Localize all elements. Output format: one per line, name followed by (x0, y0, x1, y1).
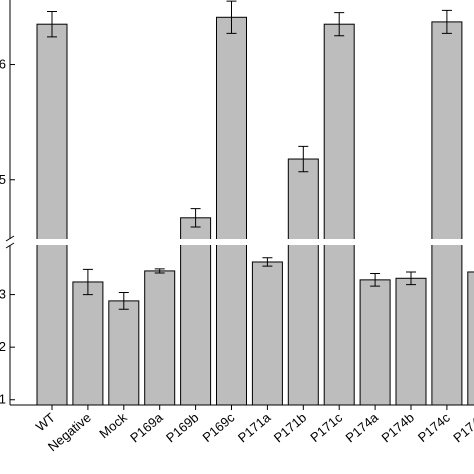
bar (323, 23, 355, 406)
bar (180, 217, 212, 406)
error-bar (226, 0, 237, 34)
y-tick-label: 5 (0, 172, 6, 187)
axis-break (0, 239, 474, 245)
x-tick-label: P174a (343, 409, 382, 445)
error-bar (441, 9, 452, 34)
bar (431, 21, 463, 406)
x-tick-label: P174c (415, 409, 453, 445)
error-bar (190, 208, 201, 228)
error-bar (82, 268, 93, 296)
bar (251, 261, 283, 406)
y-tick-label: 2 (0, 339, 6, 354)
error-bar (47, 11, 57, 38)
y-tick-label: 3 (0, 287, 6, 302)
x-tick-label: P171a (235, 409, 274, 445)
error-bar (334, 12, 345, 37)
error-bar (154, 268, 165, 274)
bar (36, 23, 68, 406)
x-tick-label: P171c (307, 409, 345, 445)
error-bar (262, 257, 273, 267)
error-bar (370, 273, 381, 287)
y-tick-label: 1 (0, 392, 6, 407)
bar (287, 158, 319, 406)
error-bar (406, 271, 416, 286)
bar (359, 279, 391, 406)
x-tick-label: P169b (163, 410, 201, 446)
x-tick-label: P174b (378, 410, 416, 446)
x-tick-label: Mock (96, 409, 130, 441)
x-tick-label: P171b (271, 410, 309, 446)
x-tick-label: P169c (200, 409, 238, 445)
error-bar (298, 145, 309, 173)
x-tick-label: P169a (127, 409, 166, 445)
bar (72, 281, 104, 406)
y-tick-label: 6 (0, 57, 6, 72)
break-mark (5, 235, 15, 242)
error-bar (118, 291, 129, 310)
break-mark (5, 242, 15, 249)
bar (144, 270, 176, 406)
bar (216, 16, 247, 406)
bar (467, 271, 474, 406)
bar (108, 300, 140, 406)
bar (395, 277, 427, 406)
x-tick-label: WT (33, 410, 58, 435)
x-tick-label: P174d (450, 410, 474, 446)
